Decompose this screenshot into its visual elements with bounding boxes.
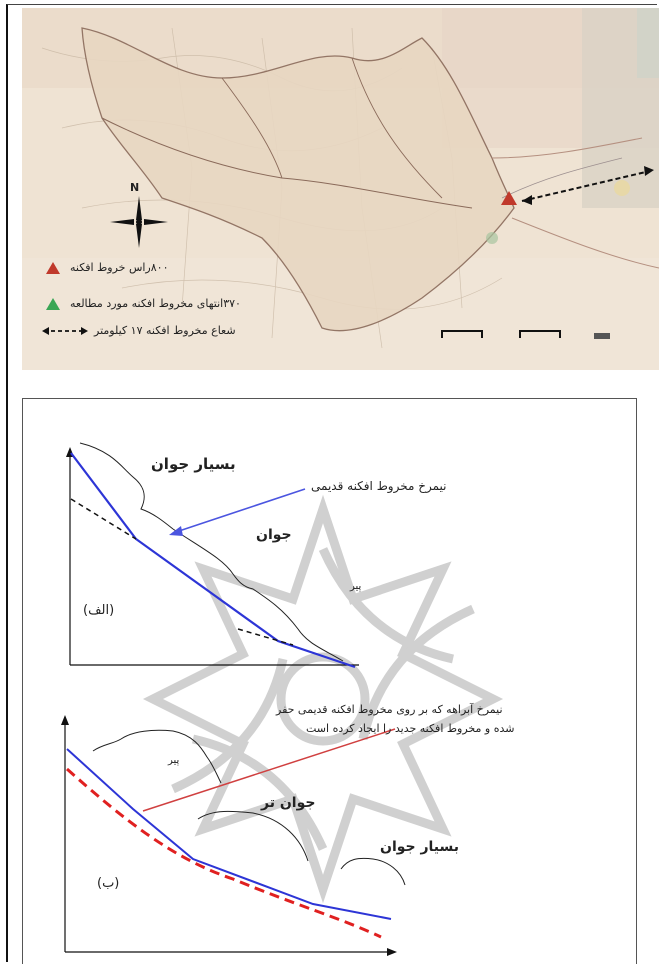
green-triangle-icon — [46, 298, 60, 310]
note-stream-profile-line1: نیمرخ آبراهه که بر روی مخروط افکنه قدیمی… — [276, 703, 503, 716]
label-younger-bottom: جوان تر — [261, 795, 316, 811]
label-old-bottom: پیر — [168, 755, 180, 766]
label-young-top: جوان — [256, 527, 292, 543]
watermark-logo — [142, 494, 504, 904]
page-frame — [6, 4, 657, 962]
profile-diagram-panel: بسیار جوان نیمرخ مخروط افکنه قدیمی جوان … — [22, 398, 637, 964]
label-very-young-bottom: بسیار جوان — [380, 839, 460, 855]
legend-item-fan-end: ۳۷۰انتهای مخروط افکنه مورد مطالعه — [70, 297, 241, 310]
legend-item-apex: ۸۰۰راس خروط افکنه — [70, 261, 169, 274]
north-arrow-icon — [110, 196, 168, 248]
red-triangle-icon — [46, 262, 60, 274]
label-old-fan-profile: نیمرخ مخروط افکنه قدیمی — [311, 479, 447, 493]
profile-diagram — [61, 442, 504, 956]
note-stream-profile-line2: شده و مخروط افکنه جدید را ایجاد کرده است — [306, 722, 515, 735]
panel-label-alef: (الف) — [83, 603, 115, 618]
label-very-young-top: بسیار جوان — [151, 455, 236, 473]
north-label: N — [130, 181, 140, 194]
legend-item-fan-radius: شعاع مخروط افکنه ۱۷ کیلومتر — [94, 324, 236, 337]
label-old-top: پیر — [350, 581, 362, 592]
topographic-map: N ۸۰۰راس خروط افکنه ۳۷۰انتهای مخروط افکن… — [22, 8, 659, 370]
scale-bar — [441, 330, 561, 338]
map-drawing — [22, 8, 659, 370]
panel-label-be: (ب) — [97, 876, 120, 891]
alluvial-fan-apex-icon — [501, 191, 517, 205]
